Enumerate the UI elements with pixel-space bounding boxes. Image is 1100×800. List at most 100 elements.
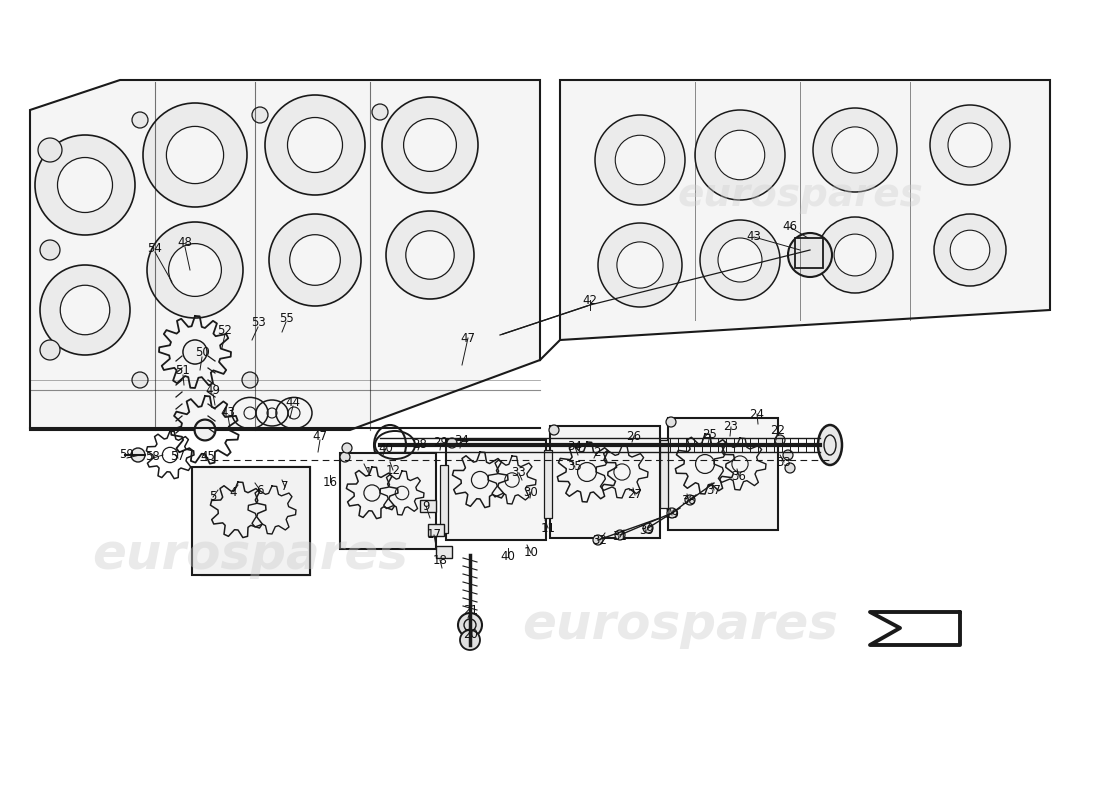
Bar [544,450,552,518]
Circle shape [143,103,248,207]
Circle shape [817,217,893,293]
Bar [202,467,310,575]
Polygon shape [192,467,310,575]
Circle shape [382,97,478,193]
Bar [668,418,778,530]
Circle shape [340,452,350,462]
Text: 22: 22 [770,423,785,437]
Text: eurospares: eurospares [92,531,408,579]
Circle shape [832,127,878,173]
Circle shape [166,126,223,184]
Text: 38: 38 [682,494,696,507]
Circle shape [785,463,795,473]
Circle shape [930,105,1010,185]
Text: 6: 6 [256,483,264,497]
Text: 34: 34 [568,441,582,454]
Text: 32: 32 [593,534,607,546]
Text: 37: 37 [706,483,722,497]
Circle shape [289,234,340,286]
Text: 50: 50 [195,346,209,359]
Circle shape [342,443,352,453]
Text: 47: 47 [461,331,475,345]
Text: 47: 47 [312,430,328,443]
Text: 51: 51 [176,365,190,378]
Circle shape [297,563,307,573]
Circle shape [813,108,896,192]
Text: 54: 54 [147,242,163,254]
Text: 49: 49 [206,383,220,397]
Circle shape [131,448,145,462]
Circle shape [598,223,682,307]
Circle shape [776,435,785,445]
Text: 28: 28 [412,438,428,451]
Circle shape [372,104,388,120]
Ellipse shape [818,425,842,465]
Text: eurospares: eurospares [522,601,838,649]
Text: 9: 9 [422,499,430,513]
Circle shape [700,220,780,300]
Text: 16: 16 [322,475,338,489]
Text: 44: 44 [286,395,300,409]
Circle shape [204,467,213,477]
Bar [420,500,436,512]
Text: 18: 18 [432,554,448,566]
Circle shape [195,420,214,440]
Circle shape [57,158,112,213]
Text: 30: 30 [524,486,538,498]
Circle shape [147,222,243,318]
Circle shape [460,630,480,650]
Text: 39: 39 [639,523,654,537]
Text: 25: 25 [703,429,717,442]
Circle shape [265,95,365,195]
Circle shape [242,372,258,388]
Text: 10: 10 [524,546,538,559]
Text: 27: 27 [627,489,642,502]
Circle shape [458,613,482,637]
Circle shape [615,530,625,540]
Text: 36: 36 [732,470,747,482]
Circle shape [593,535,603,545]
Text: 34: 34 [454,434,470,447]
Text: 40: 40 [500,550,516,563]
Bar [436,546,452,558]
Text: 46: 46 [782,221,797,234]
Text: 40: 40 [378,442,394,454]
Text: eurospares: eurospares [678,176,923,214]
Text: 4: 4 [229,486,236,498]
Text: 59: 59 [120,449,134,462]
Circle shape [40,265,130,355]
Circle shape [183,340,207,364]
Text: 33: 33 [512,466,527,479]
Bar [340,453,436,549]
Text: 12: 12 [385,463,400,477]
Text: 43: 43 [221,406,235,418]
Text: 58: 58 [145,450,161,463]
Bar [550,426,660,538]
Text: 23: 23 [724,421,738,434]
Circle shape [386,211,474,299]
Circle shape [35,135,135,235]
Circle shape [617,242,663,288]
Text: 43: 43 [747,230,761,243]
Circle shape [615,135,664,185]
Circle shape [783,450,793,460]
Circle shape [715,130,764,180]
Circle shape [788,233,832,277]
Circle shape [60,286,110,334]
Text: 21: 21 [463,603,478,617]
Text: 29: 29 [433,437,449,450]
Circle shape [644,523,653,533]
Text: 19: 19 [664,509,680,522]
Text: 35: 35 [568,461,582,474]
Circle shape [287,118,342,173]
Circle shape [595,115,685,205]
Text: 31: 31 [613,530,627,543]
Text: 7: 7 [282,481,288,494]
Text: 55: 55 [278,311,294,325]
Text: 57: 57 [170,450,186,463]
Circle shape [834,234,876,276]
Text: 1: 1 [364,466,372,478]
Bar [660,440,668,508]
Text: 11: 11 [540,522,556,534]
Text: 24: 24 [749,407,764,421]
